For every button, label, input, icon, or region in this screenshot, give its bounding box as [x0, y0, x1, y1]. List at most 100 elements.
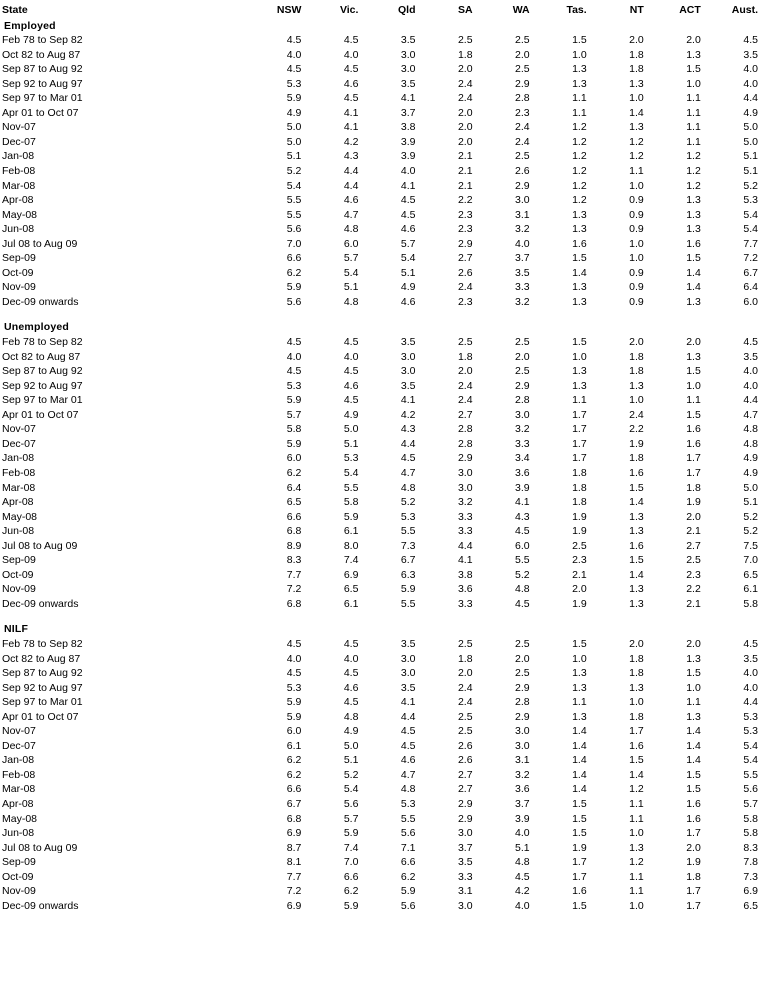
cell-value: 5.2 [743, 179, 758, 192]
cell-value: 4.5 [343, 667, 359, 680]
row-label: Sep 87 to Aug 92 [2, 667, 83, 680]
cell-value: 4.5 [743, 637, 758, 650]
row-label: Oct 82 to Aug 87 [2, 48, 81, 61]
table-row: Sep 97 to Mar 01 5.9 4.5 4.1 2.4 2.8 1.1 1.0 1.1… [2, 91, 758, 106]
cell-value: 4.6 [343, 194, 359, 207]
cell-value: 1.8 [629, 365, 644, 378]
row-label: Nov-07 [2, 725, 36, 738]
cell-value: 4.1 [515, 496, 530, 509]
cell-value: 4.7 [743, 408, 758, 421]
cell-value: 5.9 [286, 696, 302, 709]
cell-value: 4.0 [743, 365, 758, 378]
cell-value: 2.9 [457, 452, 473, 465]
cell-value: 3.5 [743, 652, 758, 665]
column-header-sa: SA [457, 4, 473, 16]
cell-value: 4.3 [515, 510, 530, 523]
cell-value: 7.2 [743, 252, 758, 265]
cell-value: 1.8 [686, 481, 701, 494]
row-label: Nov-07 [2, 121, 36, 134]
cell-value: 3.2 [515, 768, 530, 781]
cell-value: 1.2 [572, 179, 587, 192]
cell-value: 1.2 [572, 194, 587, 207]
table-row: Sep 92 to Aug 97 5.3 4.6 3.5 2.4 2.9 1.3 1.3 1.0… [2, 681, 758, 696]
cell-value: 0.9 [629, 266, 644, 279]
table-row: Jan-08 6.2 5.1 4.6 2.6 3.1 1.4 1.5 1.4 5.4 [2, 753, 758, 768]
table-row: Feb 78 to Sep 82 4.5 4.5 3.5 2.5 2.5 1.5 2.0 2.0… [2, 637, 758, 652]
cell-value: 1.3 [629, 681, 644, 694]
cell-value: 1.0 [686, 379, 701, 392]
cell-value: 3.5 [743, 48, 758, 61]
cell-value: 2.7 [457, 783, 473, 796]
table-row: Dec-07 6.1 5.0 4.5 2.6 3.0 1.4 1.6 1.4 5.4 [2, 739, 758, 754]
cell-value: 3.5 [400, 681, 416, 694]
cell-value: 2.5 [515, 365, 530, 378]
cell-value: 3.2 [515, 223, 530, 236]
row-label: Apr-08 [2, 194, 34, 207]
cell-value: 1.4 [629, 106, 644, 119]
cell-value: 1.3 [572, 63, 587, 76]
cell-value: 4.5 [343, 336, 359, 349]
table-row: Apr-08 6.5 5.8 5.2 3.2 4.1 1.8 1.4 1.9 5.1 [2, 495, 758, 510]
cell-value: 4.5 [286, 637, 302, 650]
section-header-row: Employed [2, 19, 758, 34]
cell-value: 3.0 [400, 63, 416, 76]
cell-value: 2.0 [572, 583, 587, 596]
cell-value: 3.4 [515, 452, 530, 465]
row-label: Jun-08 [2, 827, 35, 840]
cell-value: 6.3 [400, 568, 416, 581]
cell-value: 2.5 [686, 554, 701, 567]
cell-value: 5.8 [743, 812, 758, 825]
cell-value: 1.3 [572, 379, 587, 392]
cell-value: 4.5 [515, 525, 530, 538]
row-label: Mar-08 [2, 783, 36, 796]
cell-value: 1.8 [629, 63, 644, 76]
cell-value: 5.4 [743, 739, 758, 752]
cell-value: 0.9 [629, 208, 644, 221]
row-label: Apr 01 to Oct 07 [2, 710, 79, 723]
cell-value: 2.6 [457, 739, 473, 752]
cell-value: 1.3 [572, 77, 587, 90]
cell-value: 2.7 [457, 768, 473, 781]
cell-value: 2.6 [457, 266, 473, 279]
cell-value: 8.3 [286, 554, 302, 567]
row-label: May-08 [2, 812, 38, 825]
cell-value: 4.1 [400, 92, 416, 105]
cell-value: 5.9 [343, 827, 359, 840]
cell-value: 5.7 [343, 812, 359, 825]
row-label: Oct 82 to Aug 87 [2, 652, 81, 665]
table-row: May-08 6.6 5.9 5.3 3.3 4.3 1.9 1.3 2.0 5.2 [2, 510, 758, 525]
row-label: Sep 97 to Mar 01 [2, 696, 83, 709]
cell-value: 5.7 [343, 252, 359, 265]
cell-value: 1.3 [572, 681, 587, 694]
cell-value: 1.8 [572, 496, 587, 509]
cell-value: 1.1 [686, 696, 701, 709]
cell-value: 3.3 [457, 870, 473, 883]
cell-value: 1.3 [686, 652, 701, 665]
cell-value: 2.4 [457, 379, 473, 392]
cell-value: 2.5 [515, 34, 530, 47]
table-row: Dec-09 onwards 6.9 5.9 5.6 3.0 4.0 1.5 1.0 1.7 6.… [2, 899, 758, 914]
cell-value: 3.5 [743, 350, 758, 363]
row-label: Nov-09 [2, 885, 36, 898]
cell-value: 1.5 [686, 768, 701, 781]
cell-value: 2.2 [629, 423, 644, 436]
cell-value: 5.8 [743, 827, 758, 840]
cell-value: 4.5 [343, 696, 359, 709]
cell-value: 1.5 [572, 252, 587, 265]
column-header-wa: WA [512, 4, 530, 16]
cell-value: 4.5 [286, 667, 302, 680]
cell-value: 4.9 [743, 452, 758, 465]
table-row: Mar-08 6.6 5.4 4.8 2.7 3.6 1.4 1.2 1.5 5.6 [2, 782, 758, 797]
row-label: Apr 01 to Oct 07 [2, 106, 79, 119]
cell-value: 4.0 [343, 48, 359, 61]
cell-value: 1.4 [629, 568, 644, 581]
column-header-state: State [2, 4, 28, 16]
cell-value: 1.3 [686, 710, 701, 723]
cell-value: 5.1 [515, 841, 530, 854]
cell-value: 1.1 [572, 106, 587, 119]
table-body: Employed Feb 78 to Sep 82 4.5 4.5 3.5 2.5 2.5 1… [2, 19, 758, 914]
cell-value: 1.8 [457, 652, 473, 665]
table-row: Apr-08 6.7 5.6 5.3 2.9 3.7 1.5 1.1 1.6 5.7 [2, 797, 758, 812]
cell-value: 5.3 [743, 710, 758, 723]
cell-value: 3.6 [515, 783, 530, 796]
